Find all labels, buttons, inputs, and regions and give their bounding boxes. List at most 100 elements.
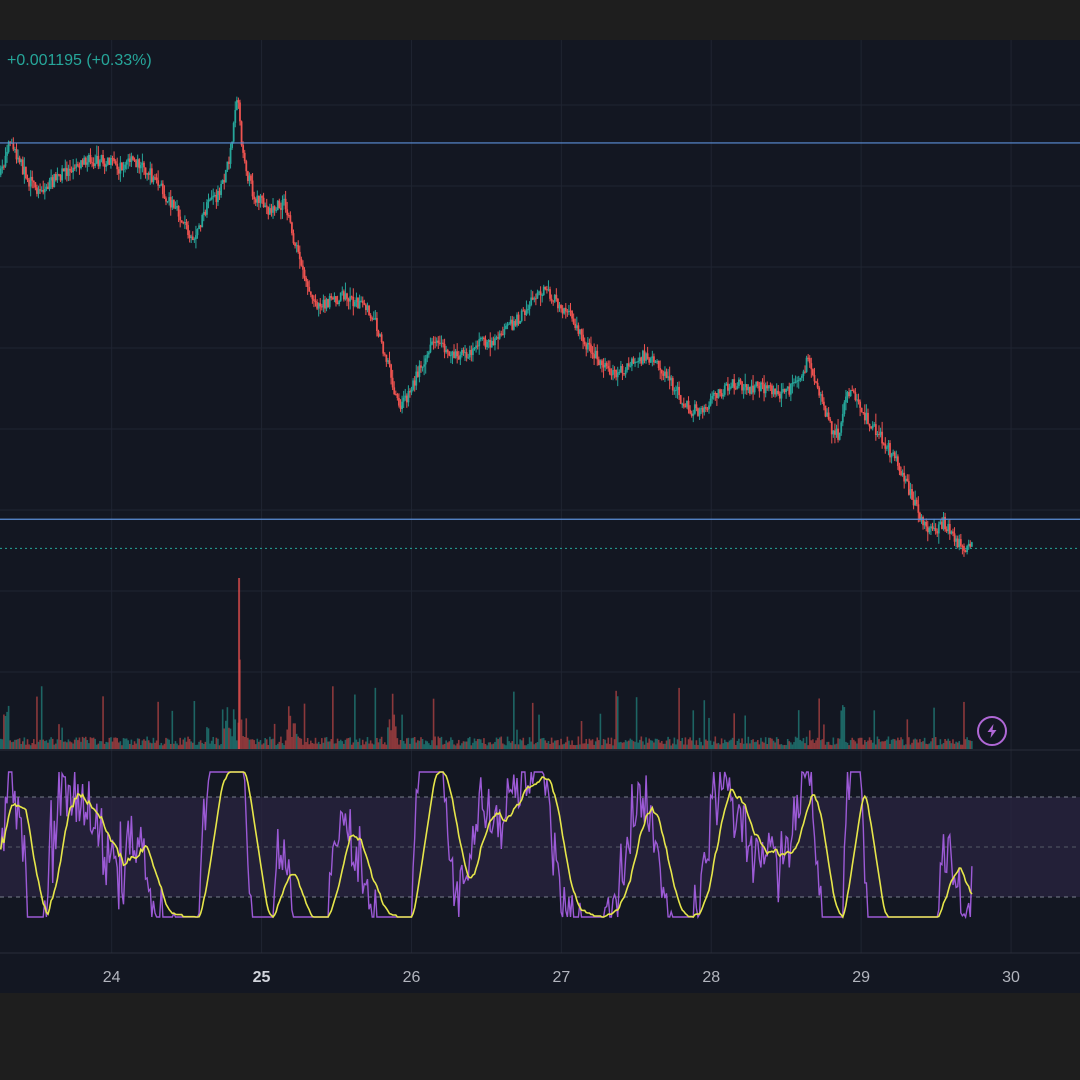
volume-bar: [783, 744, 786, 749]
candle-body: [695, 404, 698, 409]
volume-bar: [421, 738, 424, 749]
candle-body: [257, 195, 260, 203]
candle-body: [697, 408, 699, 416]
candle-body: [65, 167, 68, 176]
candle-body: [635, 361, 638, 363]
volume-bar: [868, 737, 871, 749]
volume-bar: [509, 742, 512, 749]
candle-body: [34, 182, 37, 188]
candle-body: [147, 173, 150, 175]
candle-body: [23, 166, 26, 175]
volume-bar: [621, 742, 624, 749]
candle-body: [232, 122, 235, 142]
volume-bar: [382, 744, 385, 749]
candle-body: [157, 180, 160, 186]
volume-bar: [404, 743, 407, 749]
volume-bar: [376, 737, 378, 749]
candle-body: [605, 363, 608, 367]
candle-body: [681, 403, 684, 405]
candle-body: [830, 421, 833, 435]
volume-bar: [517, 744, 520, 749]
volume-bar: [801, 741, 803, 749]
volume-bar: [917, 742, 920, 749]
x-tick-label: 24: [103, 969, 121, 986]
candle-body: [753, 386, 756, 393]
candle-body: [300, 259, 303, 266]
volume-bar: [793, 742, 795, 749]
volume-bar: [514, 744, 517, 749]
volume-bar: [955, 741, 957, 749]
candle-body: [664, 371, 666, 376]
candle-body: [53, 174, 56, 188]
x-axis: 24 25 26 27 28 29 30: [103, 969, 1020, 986]
volume-bar: [812, 739, 814, 749]
volume-bar: [574, 745, 577, 749]
volume-bar: [456, 743, 458, 749]
candle-body: [393, 387, 396, 395]
volume-bar: [761, 741, 764, 749]
volume-bar: [635, 697, 638, 749]
volume-bar: [380, 736, 383, 749]
candle-body: [523, 310, 526, 315]
candle-body: [231, 141, 234, 148]
candle-body: [190, 236, 193, 238]
candle-body: [780, 391, 783, 399]
volume-bar: [867, 740, 869, 749]
candle-body: [896, 456, 899, 466]
volume-bar: [511, 741, 514, 749]
volume-bar: [210, 740, 213, 749]
candle-body: [146, 173, 149, 175]
candle-body: [690, 413, 693, 416]
volume-bar: [626, 741, 628, 749]
candle-body: [585, 344, 588, 350]
volume-bar: [20, 744, 23, 749]
volume-bar: [269, 736, 271, 749]
candle-body: [805, 357, 808, 372]
candle-body: [838, 432, 841, 440]
volume-bar: [676, 739, 679, 749]
volume-bar: [330, 739, 333, 749]
candle-body: [459, 354, 462, 360]
volume-bar: [895, 740, 898, 749]
volume-bar: [465, 741, 468, 749]
candle-body: [453, 351, 455, 358]
candle-body: [319, 303, 322, 307]
volume-bar: [195, 744, 197, 749]
candle-body: [443, 343, 446, 353]
candle-body: [509, 319, 512, 324]
volume-bar: [945, 740, 948, 749]
candle-body: [371, 317, 374, 320]
alert-button[interactable]: [977, 716, 1007, 746]
volume-bar: [313, 743, 315, 749]
volume-bar: [47, 742, 49, 749]
candle-body: [204, 211, 207, 215]
candle-body: [267, 206, 270, 215]
candle-body: [87, 154, 90, 163]
volume-bar: [388, 719, 391, 749]
volume-bar: [914, 738, 916, 749]
candle-body: [261, 196, 263, 198]
candle-body: [604, 363, 607, 368]
volume-bar: [117, 742, 120, 749]
volume-bar: [486, 745, 488, 749]
candle-body: [6, 151, 8, 156]
candle-body: [964, 550, 967, 553]
volume-bar: [325, 737, 328, 749]
candle-body: [823, 401, 825, 406]
volume-bar: [432, 698, 435, 749]
volume-bar: [256, 738, 259, 749]
candle-body: [308, 286, 311, 292]
volume-bar: [86, 740, 89, 749]
volume-bar: [341, 741, 344, 749]
volume-bar: [327, 741, 329, 749]
volume-bar: [94, 738, 96, 749]
volume-bar: [212, 736, 215, 749]
candle-body: [572, 318, 575, 324]
candle-body: [31, 176, 34, 181]
volume-bar: [714, 736, 717, 749]
candle-body: [827, 412, 830, 420]
candle-body: [220, 183, 222, 195]
volume-bar: [827, 741, 830, 749]
volume-bar: [51, 738, 54, 749]
